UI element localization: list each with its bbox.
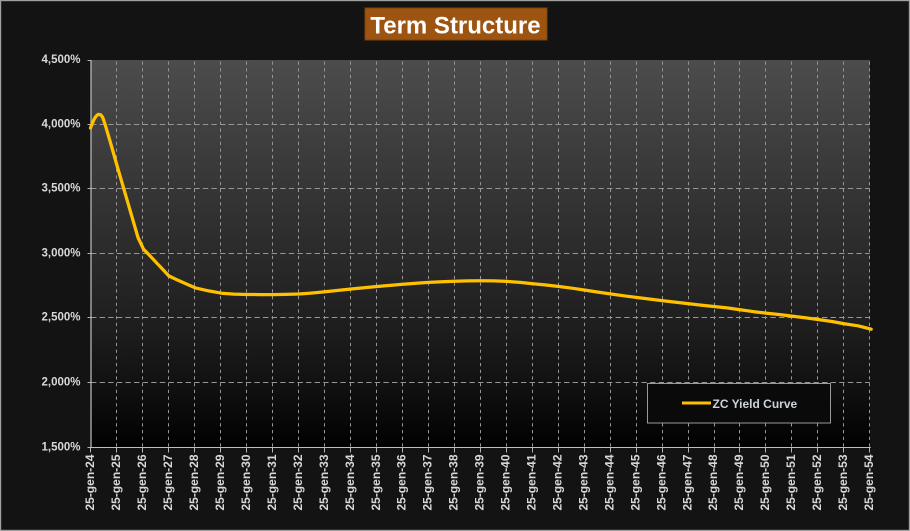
svg-text:4,000%: 4,000%: [41, 119, 80, 131]
svg-text:3,000%: 3,000%: [41, 248, 80, 260]
svg-text:25-gen-35: 25-gen-35: [369, 454, 383, 510]
svg-text:25-gen-24: 25-gen-24: [83, 454, 97, 510]
svg-text:25-gen-28: 25-gen-28: [187, 454, 201, 510]
svg-text:25-gen-51: 25-gen-51: [784, 454, 798, 510]
svg-text:25-gen-44: 25-gen-44: [602, 454, 616, 510]
svg-text:25-gen-45: 25-gen-45: [628, 454, 642, 510]
svg-text:25-gen-43: 25-gen-43: [576, 454, 590, 510]
svg-text:25-gen-41: 25-gen-41: [525, 454, 539, 510]
svg-text:25-gen-40: 25-gen-40: [499, 454, 513, 510]
svg-text:ZC Yield Curve: ZC Yield Curve: [713, 397, 798, 411]
svg-text:2,000%: 2,000%: [41, 377, 80, 389]
svg-text:3,500%: 3,500%: [41, 183, 80, 195]
svg-text:25-gen-25: 25-gen-25: [109, 454, 123, 510]
svg-text:4,500%: 4,500%: [41, 54, 80, 66]
svg-text:25-gen-52: 25-gen-52: [810, 454, 824, 510]
svg-text:25-gen-48: 25-gen-48: [706, 454, 720, 510]
svg-text:25-gen-46: 25-gen-46: [654, 454, 668, 510]
svg-text:25-gen-47: 25-gen-47: [680, 454, 694, 510]
svg-text:25-gen-53: 25-gen-53: [836, 454, 850, 510]
svg-text:25-gen-54: 25-gen-54: [862, 454, 876, 510]
svg-text:25-gen-38: 25-gen-38: [447, 454, 461, 510]
svg-text:25-gen-30: 25-gen-30: [239, 454, 253, 510]
svg-text:25-gen-31: 25-gen-31: [265, 454, 279, 510]
svg-text:Term Structure: Term Structure: [370, 13, 540, 40]
svg-text:25-gen-37: 25-gen-37: [421, 454, 435, 510]
svg-text:25-gen-32: 25-gen-32: [291, 454, 305, 510]
svg-text:25-gen-26: 25-gen-26: [135, 454, 149, 510]
svg-text:25-gen-33: 25-gen-33: [317, 454, 331, 510]
svg-text:25-gen-39: 25-gen-39: [473, 454, 487, 510]
svg-text:1,500%: 1,500%: [41, 442, 80, 454]
svg-text:2,500%: 2,500%: [41, 312, 80, 324]
svg-text:25-gen-29: 25-gen-29: [213, 454, 227, 510]
svg-text:25-gen-49: 25-gen-49: [732, 454, 746, 510]
svg-text:25-gen-27: 25-gen-27: [161, 454, 175, 510]
svg-text:25-gen-34: 25-gen-34: [343, 454, 357, 510]
svg-text:25-gen-50: 25-gen-50: [758, 454, 772, 510]
svg-text:25-gen-42: 25-gen-42: [550, 454, 564, 510]
svg-text:25-gen-36: 25-gen-36: [395, 454, 409, 510]
